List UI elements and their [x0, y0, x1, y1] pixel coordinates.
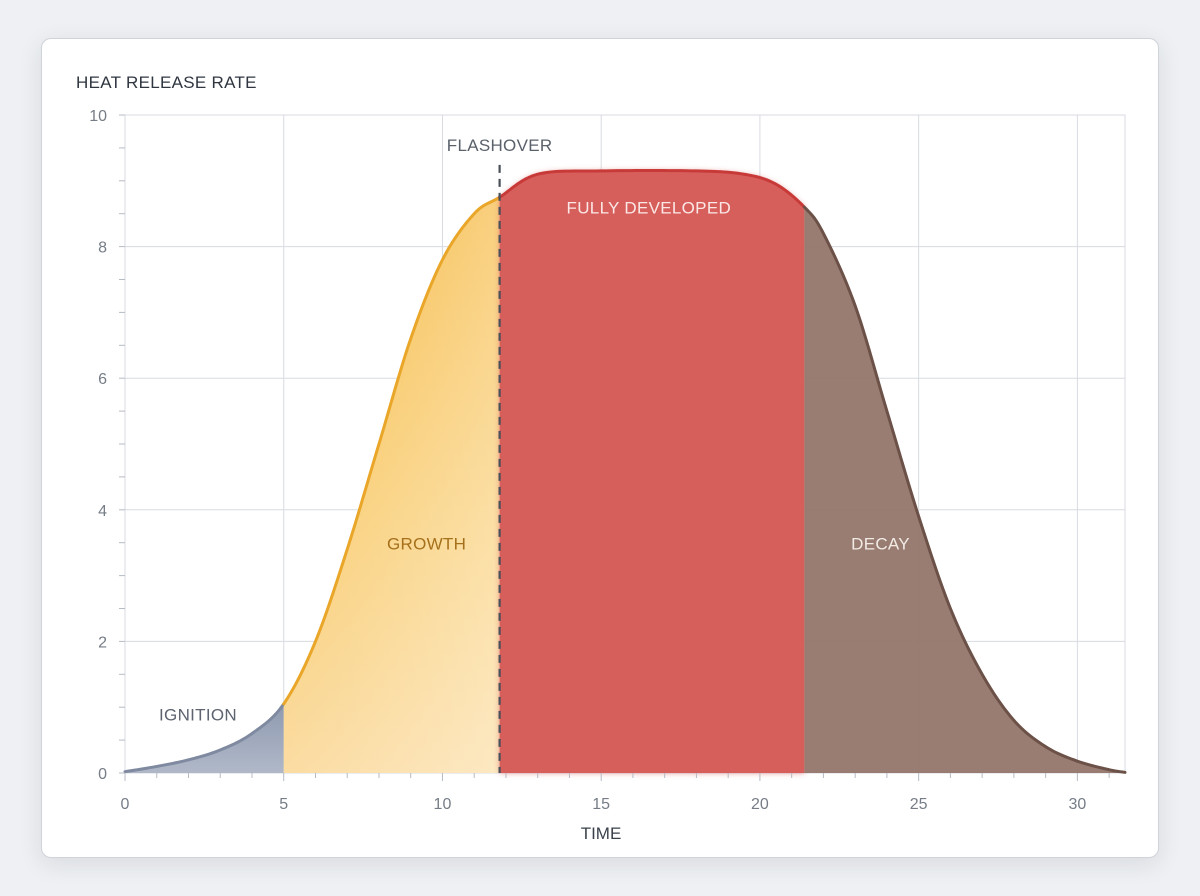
decay-label: DECAY [851, 534, 910, 553]
fully-developed-curve [498, 169, 806, 209]
x-tick-label: 20 [751, 796, 769, 813]
growth-area-sheen [283, 197, 500, 773]
fully-developed-area [499, 170, 805, 774]
decay-area [804, 207, 1125, 773]
chart-title: HEAT RELEASE RATE [76, 73, 257, 92]
ignition-label: IGNITION [159, 705, 237, 724]
y-tick-label: 6 [98, 371, 107, 388]
x-axis-label: TIME [581, 824, 622, 843]
y-tick-label: 2 [98, 634, 107, 651]
y-tick-label: 8 [98, 240, 107, 257]
decay-curve [802, 205, 1127, 774]
y-tick-label: 4 [98, 503, 107, 520]
y-tick-label: 0 [98, 766, 107, 783]
heat-release-chart: FLASHOVER 0 5 10 15 20 25 30 0 2 4 6 8 10 IGNITION GR… [76, 73, 1127, 843]
growth-label: GROWTH [387, 534, 466, 553]
x-tick-label: 25 [910, 796, 928, 813]
x-tick-label: 30 [1068, 796, 1086, 813]
chart-card: FLASHOVER 0 5 10 15 20 25 30 0 2 4 6 8 10 IGNITION GR… [41, 38, 1159, 858]
x-tick-label: 10 [434, 796, 452, 813]
x-tick-label: 0 [121, 796, 130, 813]
ignition-curve [123, 702, 286, 774]
ignition-area [125, 703, 284, 773]
x-tick-label: 15 [592, 796, 610, 813]
flashover-label: FLASHOVER [447, 136, 553, 155]
x-tick-label: 5 [279, 796, 288, 813]
fully-developed-label: FULLY DEVELOPED [567, 199, 732, 218]
y-tick-label: 10 [89, 108, 107, 125]
growth-curve [282, 195, 502, 706]
